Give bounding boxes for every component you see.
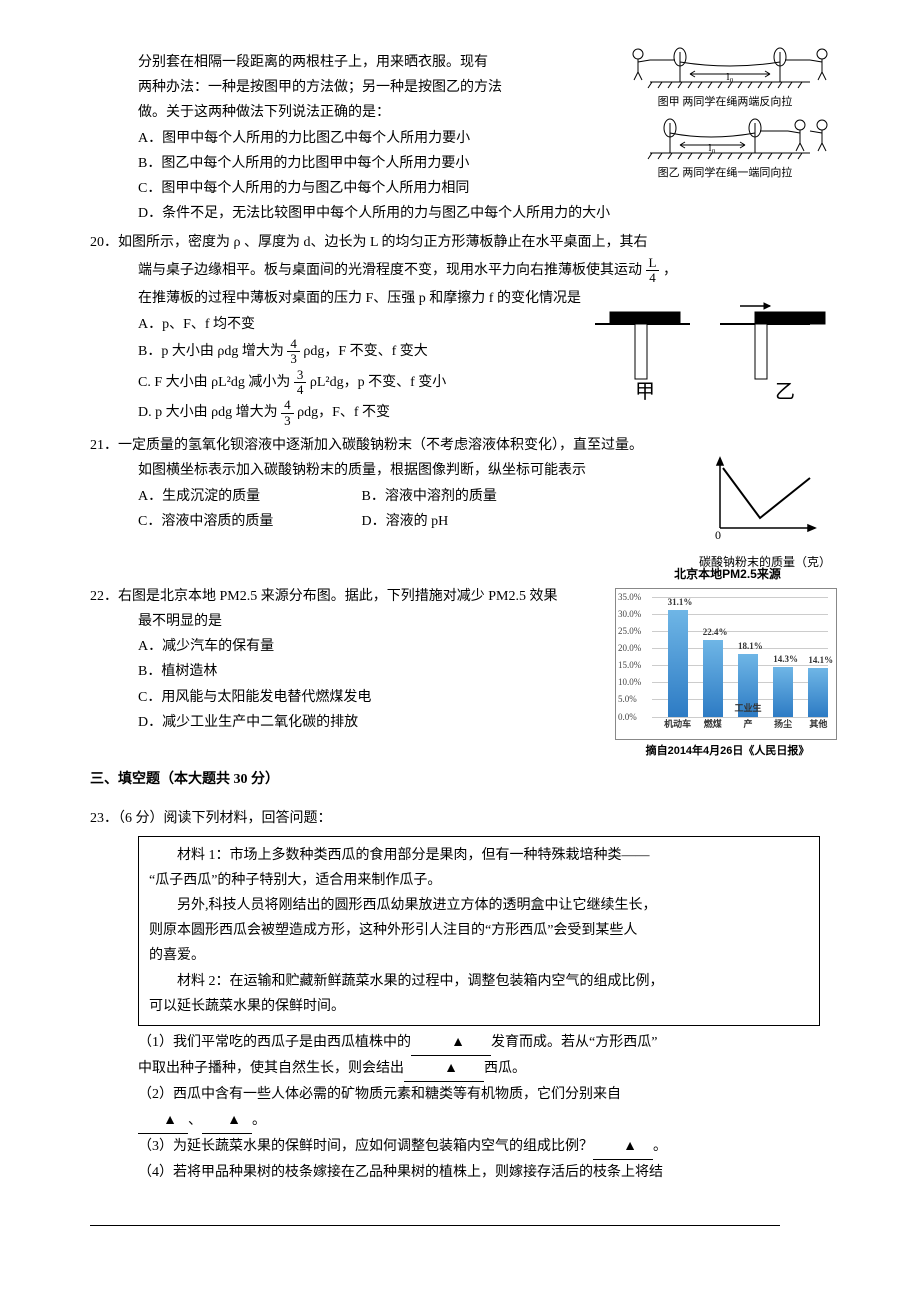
section3-head: 三、填空题（本大题共 30 分） <box>90 767 840 792</box>
q23-sub2b: ▲ 、 ▲ 。 <box>138 1108 840 1134</box>
svg-text:乙: 乙 <box>775 381 795 402</box>
q23-m1: 材料 1：市场上多数种类西瓜的食用部分是果肉，但有一种特殊栽培种类—— <box>149 843 809 868</box>
q23-lead: 23．（6 分）阅读下列材料，回答问题： <box>90 806 840 831</box>
footer-divider <box>90 1225 780 1226</box>
q19-caption-jia: 图甲 两同学在绳两端反向拉 <box>610 93 840 113</box>
q20-stem2: 端与桌子边缘相平。板与桌面间的光滑程度不变，现用水平力向右推薄板使其运动 L4 … <box>138 256 840 287</box>
svg-text:l₀: l₀ <box>709 142 716 154</box>
q19-fig-yi: l₀ <box>610 113 840 163</box>
q23: 23．（6 分）阅读下列材料，回答问题： 材料 1：市场上多数种类西瓜的食用部分… <box>90 806 840 1185</box>
q20-stem1: 20．如图所示，密度为 ρ 、厚度为 d、边长为 L 的均匀正方形薄板静止在水平… <box>90 230 840 255</box>
q23-sub4: （4）若将甲品种果树的枝条嫁接在乙品种果树的植株上，则嫁接存活后的枝条上将结 <box>138 1160 840 1185</box>
q19-fig-jia: l₀ <box>610 42 840 92</box>
q20-frac-L4: L4 <box>646 256 660 286</box>
q23-material-box: 材料 1：市场上多数种类西瓜的食用部分是果肉，但有一种特殊栽培种类—— “瓜子西… <box>138 836 820 1026</box>
q22: 北京本地PM2.5来源 31.1%机动车22.4%燃煤18.1%工业生产14.3… <box>90 584 840 761</box>
q21-figure: 0 碳酸钠粉末的质量（克） <box>690 453 840 574</box>
q21: 0 碳酸钠粉末的质量（克） 21．一定质量的氢氧化钡溶液中逐渐加入碳酸钠粉末（不… <box>90 433 840 574</box>
q19-caption-yi: 图乙 两同学在绳一端同向拉 <box>610 164 840 184</box>
q19-opt-d: D．条件不足，无法比较图甲中每个人所用的力与图乙中每个人所用力的大小 <box>138 201 840 226</box>
q23-sub3: （3）为延长蔬菜水果的保鲜时间，应如何调整包装箱内空气的组成比例？ ▲ 。 <box>138 1134 840 1160</box>
q23-m2: “瓜子西瓜”的种子特别大，适合用来制作瓜子。 <box>149 868 809 893</box>
q20: 20．如图所示，密度为 ρ 、厚度为 d、边长为 L 的均匀正方形薄板静止在水平… <box>90 230 840 429</box>
q22-chart-caption: 摘自2014年4月26日《人民日报》 <box>615 742 840 762</box>
svg-text:l₀: l₀ <box>727 71 734 83</box>
q22-chart-title: 北京本地PM2.5来源 <box>615 564 840 586</box>
svg-text:甲: 甲 <box>635 381 655 402</box>
q23-sub2: （2）西瓜中含有一些人体必需的矿物质元素和糖类等有机物质，它们分别来自 <box>138 1082 840 1107</box>
q23-m6: 材料 2：在运输和贮藏新鲜蔬菜水果的过程中，调整包装箱内空气的组成比例， <box>149 969 809 994</box>
q22-chart: 北京本地PM2.5来源 31.1%机动车22.4%燃煤18.1%工业生产14.3… <box>615 564 840 761</box>
q23-m3: 另外,科技人员将刚结出的圆形西瓜幼果放进立方体的透明盒中让它继续生长， <box>149 893 809 918</box>
q20-figure: 甲 乙 <box>590 292 840 411</box>
svg-text:0: 0 <box>715 528 721 542</box>
q23-sub1: （1）我们平常吃的西瓜子是由西瓜植株中的 ▲ 发育而成。若从“方形西瓜” <box>138 1030 840 1056</box>
q23-sub1b: 中取出种子播种，使其自然生长，则会结出 ▲ 西瓜。 <box>138 1056 840 1082</box>
q22-bar-chart: 31.1%机动车22.4%燃煤18.1%工业生产14.3%扬尘14.1%其他 0… <box>615 588 837 740</box>
q23-m7: 可以延长蔬菜水果的保鲜时间。 <box>149 994 809 1019</box>
q23-m5: 的喜爱。 <box>149 943 809 968</box>
q19-figure: l₀ 图甲 两同学在绳两端反向拉 l₀ 图乙 两同学在绳一端同向拉 <box>610 42 840 184</box>
q23-m4: 则原本圆形西瓜会被塑造成方形，这种外形引人注目的“方形西瓜”会受到某些人 <box>149 918 809 943</box>
